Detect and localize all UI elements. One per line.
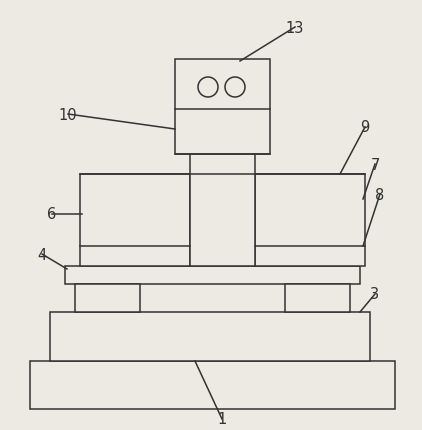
Text: 3: 3 <box>371 287 379 302</box>
Bar <box>75 284 140 312</box>
Circle shape <box>198 78 218 98</box>
Text: 6: 6 <box>47 207 57 222</box>
Text: 9: 9 <box>360 120 370 135</box>
Bar <box>30 361 395 409</box>
Bar <box>50 312 370 361</box>
Text: 10: 10 <box>59 107 77 122</box>
Circle shape <box>225 78 245 98</box>
Bar <box>255 175 365 266</box>
Bar <box>80 175 190 266</box>
Bar <box>65 266 360 284</box>
Text: 7: 7 <box>371 157 380 172</box>
Bar <box>285 284 350 312</box>
Text: 13: 13 <box>286 21 304 35</box>
Text: 1: 1 <box>217 412 227 427</box>
Text: 8: 8 <box>376 187 384 202</box>
Bar <box>175 60 270 155</box>
Text: 4: 4 <box>38 247 46 262</box>
Bar <box>190 110 255 266</box>
